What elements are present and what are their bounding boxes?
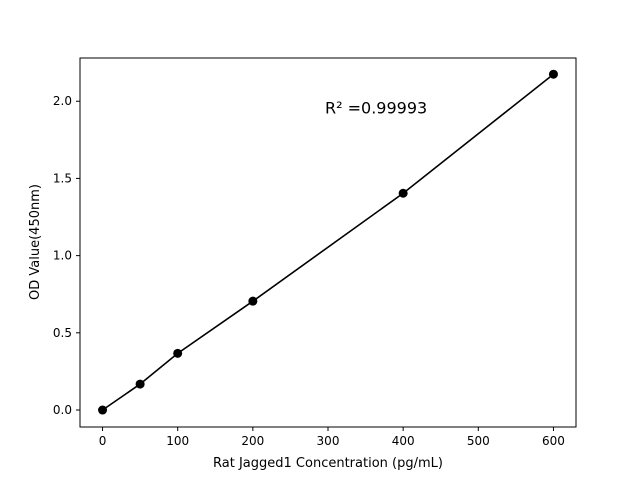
x-tick-label: 100 [166, 434, 189, 448]
y-axis-label: OD Value(450nm) [28, 184, 43, 300]
y-tick-label: 2.0 [53, 94, 72, 108]
data-point [398, 188, 408, 198]
data-point [548, 69, 558, 79]
x-axis: 0 100 200 300 400 500 600 [99, 427, 565, 448]
data-point [98, 405, 108, 415]
data-point [135, 379, 145, 389]
y-axis: 0.0 0.5 1.0 1.5 2.0 [53, 94, 80, 417]
x-axis-label: Rat Jagged1 Concentration (pg/mL) [213, 456, 443, 471]
y-tick-label: 1.5 [53, 171, 72, 185]
x-tick-label: 300 [317, 434, 340, 448]
x-tick-label: 600 [542, 434, 565, 448]
x-tick-label: 200 [241, 434, 264, 448]
x-tick-label: 0 [99, 434, 107, 448]
y-tick-label: 0.0 [53, 403, 72, 417]
y-tick-label: 0.5 [53, 326, 72, 340]
x-tick-label: 400 [392, 434, 415, 448]
y-tick-label: 1.0 [53, 249, 72, 263]
r-squared-annotation: R² =0.99993 [325, 98, 427, 117]
series [98, 69, 558, 415]
series-line [102, 73, 554, 411]
x-tick-label: 500 [467, 434, 490, 448]
data-point [173, 348, 183, 358]
data-point [248, 296, 258, 306]
